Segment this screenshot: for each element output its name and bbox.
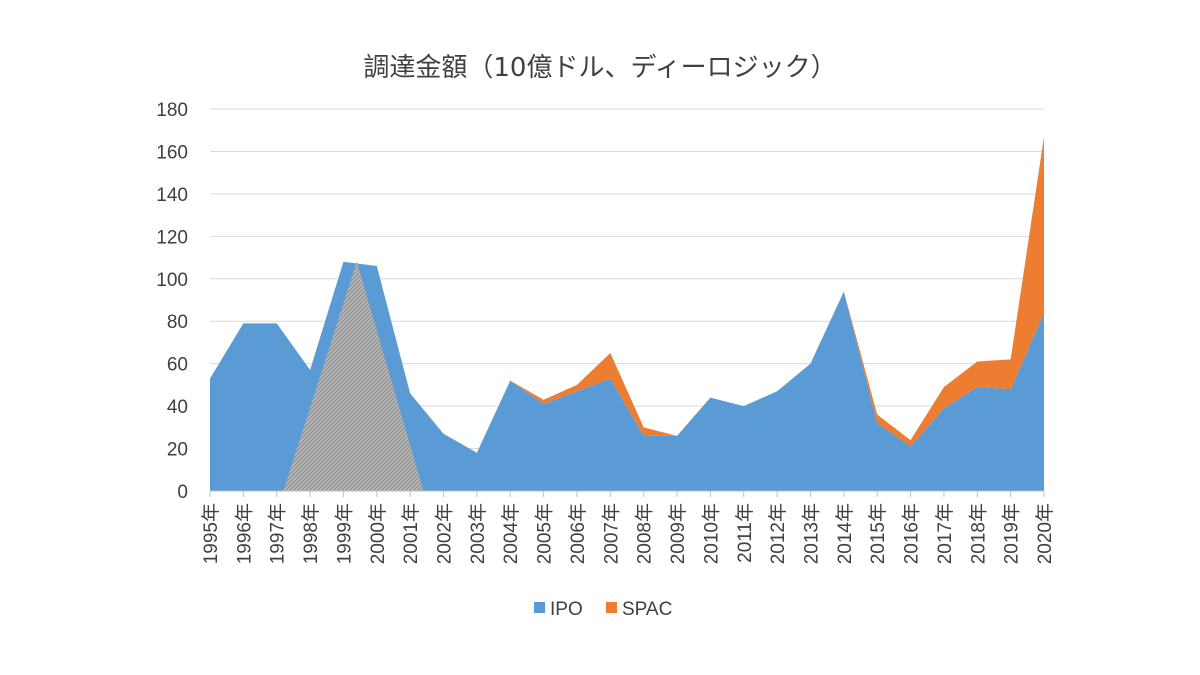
x-tick-label-2003年: 2003年 [467,503,489,564]
legend-label-spac: SPAC [622,599,672,620]
x-tick-label-2006年: 2006年 [567,503,589,564]
x-tick-label-2009年: 2009年 [667,503,689,564]
x-tick-label-2011年: 2011年 [734,503,756,563]
legend-swatch-spac [606,602,617,613]
x-tick-label-1996年: 1996年 [233,503,255,564]
x-tick-label-2004年: 2004年 [500,503,522,564]
x-tick-label-1997年: 1997年 [267,503,289,564]
y-tick-label-160: 160 [156,142,188,163]
y-tick-label-60: 60 [167,355,188,376]
x-axis-tick-labels: 1995年 1996年 1997年 1998年 1999年 2000年 2001年 2002年… [200,491,1056,564]
y-tick-label-140: 140 [156,185,188,206]
x-tick-label-2014年: 2014年 [834,503,856,564]
y-tick-label-180: 180 [156,100,188,121]
x-tick-label-2020年: 2020年 [1034,503,1056,564]
y-axis-tick-labels: 0 20 40 60 80 100 120 140 160 180 [156,100,188,503]
x-tick-label-2010年: 2010年 [700,503,722,564]
legend: IPO SPAC [534,599,672,620]
x-tick-label-2016年: 2016年 [901,503,923,564]
y-tick-label-0: 0 [177,482,188,503]
area-series-ipo [210,261,1044,491]
y-tick-label-100: 100 [156,270,188,291]
x-tick-label-2015年: 2015年 [867,503,889,564]
x-tick-label-2008年: 2008年 [634,503,656,564]
x-tick-label-2005年: 2005年 [534,503,556,564]
legend-swatch-ipo [534,602,545,613]
x-tick-label-2017年: 2017年 [934,503,956,564]
y-tick-label-120: 120 [156,227,188,248]
plot-areas [210,136,1044,491]
x-tick-label-2018年: 2018年 [967,503,989,564]
x-tick-label-1999年: 1999年 [333,503,355,564]
hatched-triangle-overlay [283,261,424,491]
annotation-layer [283,261,424,491]
x-tick-label-2002年: 2002年 [434,503,456,564]
x-tick-label-2000年: 2000年 [367,503,389,564]
x-tick-label-2007年: 2007年 [600,503,622,564]
chart-title: 調達金額（10億ドル、ディーロジック） [363,53,836,83]
x-tick-label-2001年: 2001年 [400,503,422,564]
y-tick-label-80: 80 [167,312,188,333]
legend-label-ipo: IPO [550,599,583,620]
x-tick-label-2013年: 2013年 [800,503,822,564]
x-tick-label-2019年: 2019年 [1001,503,1023,564]
y-tick-label-20: 20 [167,440,188,461]
x-tick-label-2012年: 2012年 [767,503,789,564]
x-tick-label-1998年: 1998年 [300,503,322,564]
y-tick-label-40: 40 [167,397,188,418]
x-tick-label-1995年: 1995年 [200,503,222,564]
